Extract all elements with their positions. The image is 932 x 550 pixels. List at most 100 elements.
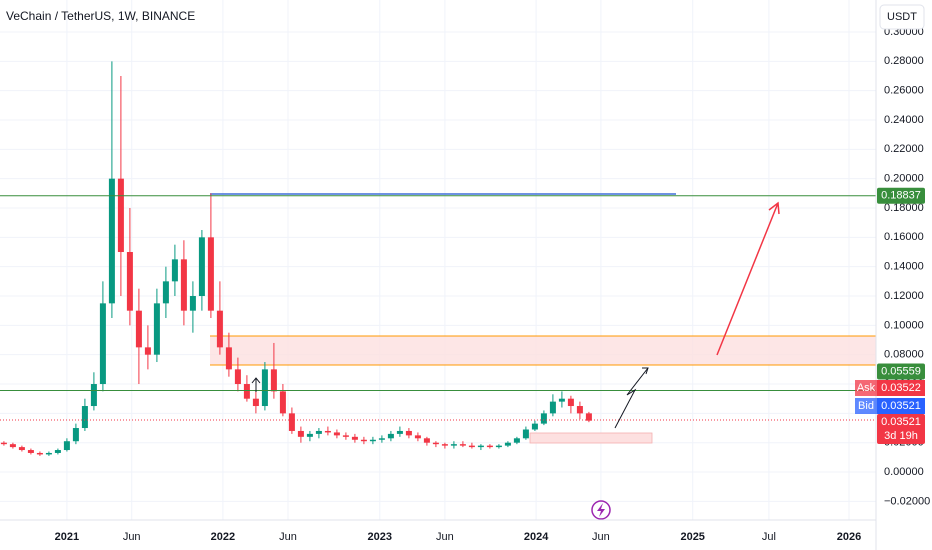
candle-body xyxy=(531,423,538,430)
tags: 0.18837 0.05559 Ask 0.03522 Bid 0.03521 0.0352… xyxy=(855,187,925,444)
candle-body xyxy=(522,429,529,439)
candle-body xyxy=(225,347,232,370)
candle-body xyxy=(108,178,115,304)
tag-value-box xyxy=(877,398,925,414)
candle-body xyxy=(477,445,484,448)
candle-body xyxy=(315,430,322,434)
candle-body xyxy=(252,398,259,407)
level-tag xyxy=(877,363,925,380)
candle-body xyxy=(288,413,295,431)
candle-body xyxy=(135,310,142,348)
candle-body xyxy=(297,430,304,437)
candle-body xyxy=(54,450,61,453)
tag-name: Bid xyxy=(858,400,874,412)
candle-body xyxy=(270,369,277,392)
x-tick-label: Jul xyxy=(762,531,776,543)
y-tick-label: 0.24000 xyxy=(884,114,924,126)
event-icon[interactable] xyxy=(591,500,611,520)
candle-body xyxy=(549,401,556,414)
arrow-head xyxy=(251,377,261,384)
candle-body xyxy=(414,435,421,439)
candle-body xyxy=(234,369,241,385)
candle-body xyxy=(540,413,547,424)
candle-body xyxy=(189,296,196,311)
y-tick-label: −0.02000 xyxy=(884,495,930,507)
y-tick-label: 0.08000 xyxy=(884,349,924,361)
currency-button[interactable] xyxy=(879,4,925,30)
y-tick-label: 0.12000 xyxy=(884,290,924,302)
candle-body xyxy=(585,413,592,421)
candle-body xyxy=(171,259,178,282)
candle-body xyxy=(207,237,214,311)
x-tick-label: Jun xyxy=(279,531,297,543)
y-tick-label: 0.28000 xyxy=(884,55,924,67)
candle-body xyxy=(306,433,313,437)
arrow-head xyxy=(642,367,649,375)
level-tag-label: 0.05559 xyxy=(881,365,921,377)
candle-body xyxy=(9,444,16,448)
candle-body xyxy=(324,430,331,433)
y-tick-label: 0.10000 xyxy=(884,319,924,331)
candle-body xyxy=(99,303,106,385)
candle-body xyxy=(567,398,574,407)
resistance-zone xyxy=(210,336,876,365)
x-tick-label: Jun xyxy=(592,531,610,543)
candle-body xyxy=(504,442,511,446)
candle-body xyxy=(126,252,133,311)
candle-body xyxy=(45,452,52,455)
candle-body xyxy=(144,347,151,355)
candle-body xyxy=(243,384,250,399)
y-tick-label: 0.26000 xyxy=(884,85,924,97)
candle-body xyxy=(153,303,160,355)
candle-body xyxy=(342,435,349,437)
candle-body xyxy=(279,391,286,414)
tag-value: 0.03521 xyxy=(881,400,921,412)
candle-body xyxy=(81,406,88,429)
candle-body xyxy=(378,438,385,440)
tag-value: 0.03522 xyxy=(881,382,921,394)
candle-body xyxy=(468,445,475,448)
candle-body xyxy=(351,436,358,440)
candle-body xyxy=(459,444,466,446)
last-price-tag xyxy=(877,414,925,444)
y-tick-label: 0.18000 xyxy=(884,202,924,214)
candles xyxy=(0,61,592,456)
x-tick-label: Jun xyxy=(123,531,141,543)
candle-body xyxy=(27,450,34,453)
tag-value-box xyxy=(877,380,925,396)
candle-body xyxy=(72,428,79,442)
x-tick-label: Jun xyxy=(436,531,454,543)
y-tick-label: 0.14000 xyxy=(884,261,924,273)
candle-body xyxy=(387,433,394,439)
candle-body xyxy=(441,444,448,446)
candle-body xyxy=(432,442,439,445)
countdown: 3d 19h xyxy=(884,430,918,442)
last-price: 0.03521 xyxy=(881,416,921,428)
x-tick-label: 2022 xyxy=(211,531,235,543)
tag-name-box xyxy=(855,380,877,396)
candle-body xyxy=(333,432,340,436)
candle-body xyxy=(423,438,430,443)
candle-body xyxy=(450,444,457,446)
candle-body xyxy=(90,384,97,407)
candle-body xyxy=(36,452,43,455)
candle-body xyxy=(0,442,7,445)
candle-body xyxy=(360,439,367,442)
candle-body xyxy=(405,430,412,436)
support-box xyxy=(529,432,653,444)
x-tick-label: 2023 xyxy=(368,531,392,543)
levels xyxy=(0,195,876,391)
candle-body xyxy=(216,310,223,348)
lightning xyxy=(597,503,605,517)
candle-body xyxy=(198,237,205,297)
y-tick-label: 0.22000 xyxy=(884,143,924,155)
candle-body xyxy=(558,398,565,402)
candle-body xyxy=(513,438,520,443)
y-tick-label: 0.00000 xyxy=(884,466,924,478)
level-tag-label: 0.18837 xyxy=(881,190,921,202)
candle-body xyxy=(369,439,376,442)
y-tick-label: 0.20000 xyxy=(884,173,924,185)
candle-body xyxy=(63,441,70,451)
